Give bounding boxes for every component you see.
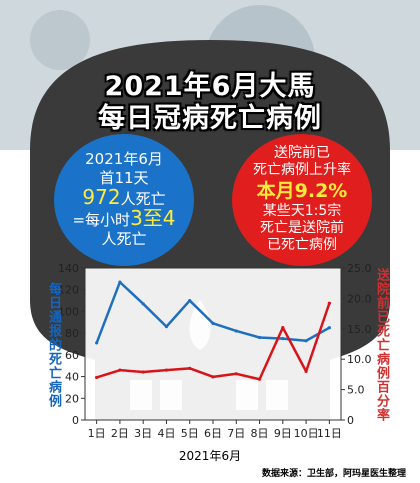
title-line-1: 2021年6月大馬 — [104, 71, 316, 102]
daily-deaths-point — [257, 335, 262, 340]
y-right-tick-label: 10.0 — [347, 353, 372, 366]
bid-rate-point — [188, 366, 192, 370]
red-info-bubble — [232, 134, 372, 266]
red-line-6: 已死亡病例 — [267, 237, 337, 253]
blue-line-1: 2021年6月 — [85, 150, 163, 168]
red-line-1: 送院前已 — [274, 145, 330, 161]
bid-rate-point — [327, 301, 331, 305]
red-line-4: 某些天1:5宗 — [262, 203, 342, 219]
hourly-rate: 3至4 — [130, 206, 176, 230]
y-left-tick-label: 20 — [65, 392, 79, 405]
y-left-tick-label: 100 — [58, 305, 79, 318]
daily-deaths-point — [281, 336, 285, 341]
y-right-tick-label: 0 — [347, 414, 354, 427]
blue-line-3: 972人死亡 — [62, 185, 186, 209]
x-tick-label: 6日 — [204, 427, 222, 440]
y-left-tick-label: 120 — [58, 284, 79, 297]
red-line-5: 死亡是送院前 — [260, 220, 344, 236]
x-tick-label: 11日 — [317, 427, 342, 440]
blue-bubble-text: 2021年6月 首11天 972人死亡 =每小时3至4 人死亡 — [62, 150, 186, 249]
bid-rate-point — [281, 325, 285, 330]
bid-rate-point — [95, 375, 99, 380]
bid-rate-point — [211, 375, 215, 379]
blue-line-2: 首11天 — [99, 169, 149, 187]
x-tick-label: 8日 — [251, 427, 269, 440]
daily-deaths-point — [188, 298, 192, 303]
y-axis-left-title: 每日通报的死亡病例 — [46, 282, 61, 408]
red-highlight: 本月9.2% — [256, 180, 348, 202]
bid-rate-point — [141, 370, 145, 374]
x-tick-label: 1日 — [88, 427, 106, 440]
blue-line-4: =每小时3至4 — [62, 206, 186, 230]
daily-deaths-point — [304, 339, 308, 343]
x-tick-label: 9日 — [274, 427, 292, 440]
y-left-tick-label: 80 — [65, 327, 79, 340]
daily-deaths-point — [211, 321, 215, 325]
red-line-2: 死亡病例上升率 — [253, 162, 351, 178]
daily-deaths-point — [118, 280, 122, 284]
y-right-tick-label: 25.0 — [347, 262, 372, 275]
death-count: 972 — [82, 185, 121, 209]
y-left-tick-label: 60 — [65, 349, 79, 362]
bid-rate-point — [164, 368, 169, 372]
x-tick-label: 2日 — [111, 427, 129, 440]
x-tick-label: 4日 — [157, 427, 175, 440]
x-tick-label: 10日 — [294, 427, 319, 440]
x-tick-label: 5日 — [181, 427, 199, 440]
plot-area — [85, 268, 341, 420]
rate-prefix: =每小时 — [72, 211, 131, 229]
y-right-tick-label: 20.0 — [347, 292, 372, 305]
bid-rate-point — [304, 369, 308, 373]
daily-deaths-point — [95, 341, 99, 345]
x-tick-label: 3日 — [134, 427, 152, 440]
daily-deaths-point — [164, 325, 169, 329]
y-axis-right-title: 送院前已死亡病例百分率 — [374, 268, 389, 422]
source-credit: 数据来源：卫生部，阿玛星医生整理 — [261, 469, 406, 479]
y-left-tick-label: 0 — [72, 414, 79, 427]
y-right-tick-label: 5.0 — [347, 384, 365, 397]
death-count-suffix: 人死亡 — [120, 190, 166, 208]
blue-info-bubble — [54, 134, 194, 266]
bid-rate-point — [234, 372, 238, 376]
red-bubble-text: 送院前已 死亡病例上升率 本月9.2% 某些天1:5宗 死亡是送院前 已死亡病例 — [238, 145, 366, 254]
bid-rate-point — [257, 377, 262, 381]
virus-icon-left — [30, 10, 90, 70]
x-axis-title: 2021年6月 — [178, 449, 242, 463]
daily-deaths-point — [327, 326, 331, 330]
daily-deaths-point — [234, 329, 238, 333]
y-left-tick-label: 140 — [58, 262, 79, 275]
y-left-tick-label: 40 — [65, 371, 79, 384]
bid-rate-point — [118, 368, 122, 372]
x-tick-label: 7日 — [227, 427, 245, 440]
y-right-tick-label: 15.0 — [347, 323, 372, 336]
title-line-2: 每日冠病死亡病例 — [98, 103, 322, 134]
daily-deaths-point — [141, 302, 145, 306]
blue-line-5: 人死亡 — [101, 230, 147, 248]
